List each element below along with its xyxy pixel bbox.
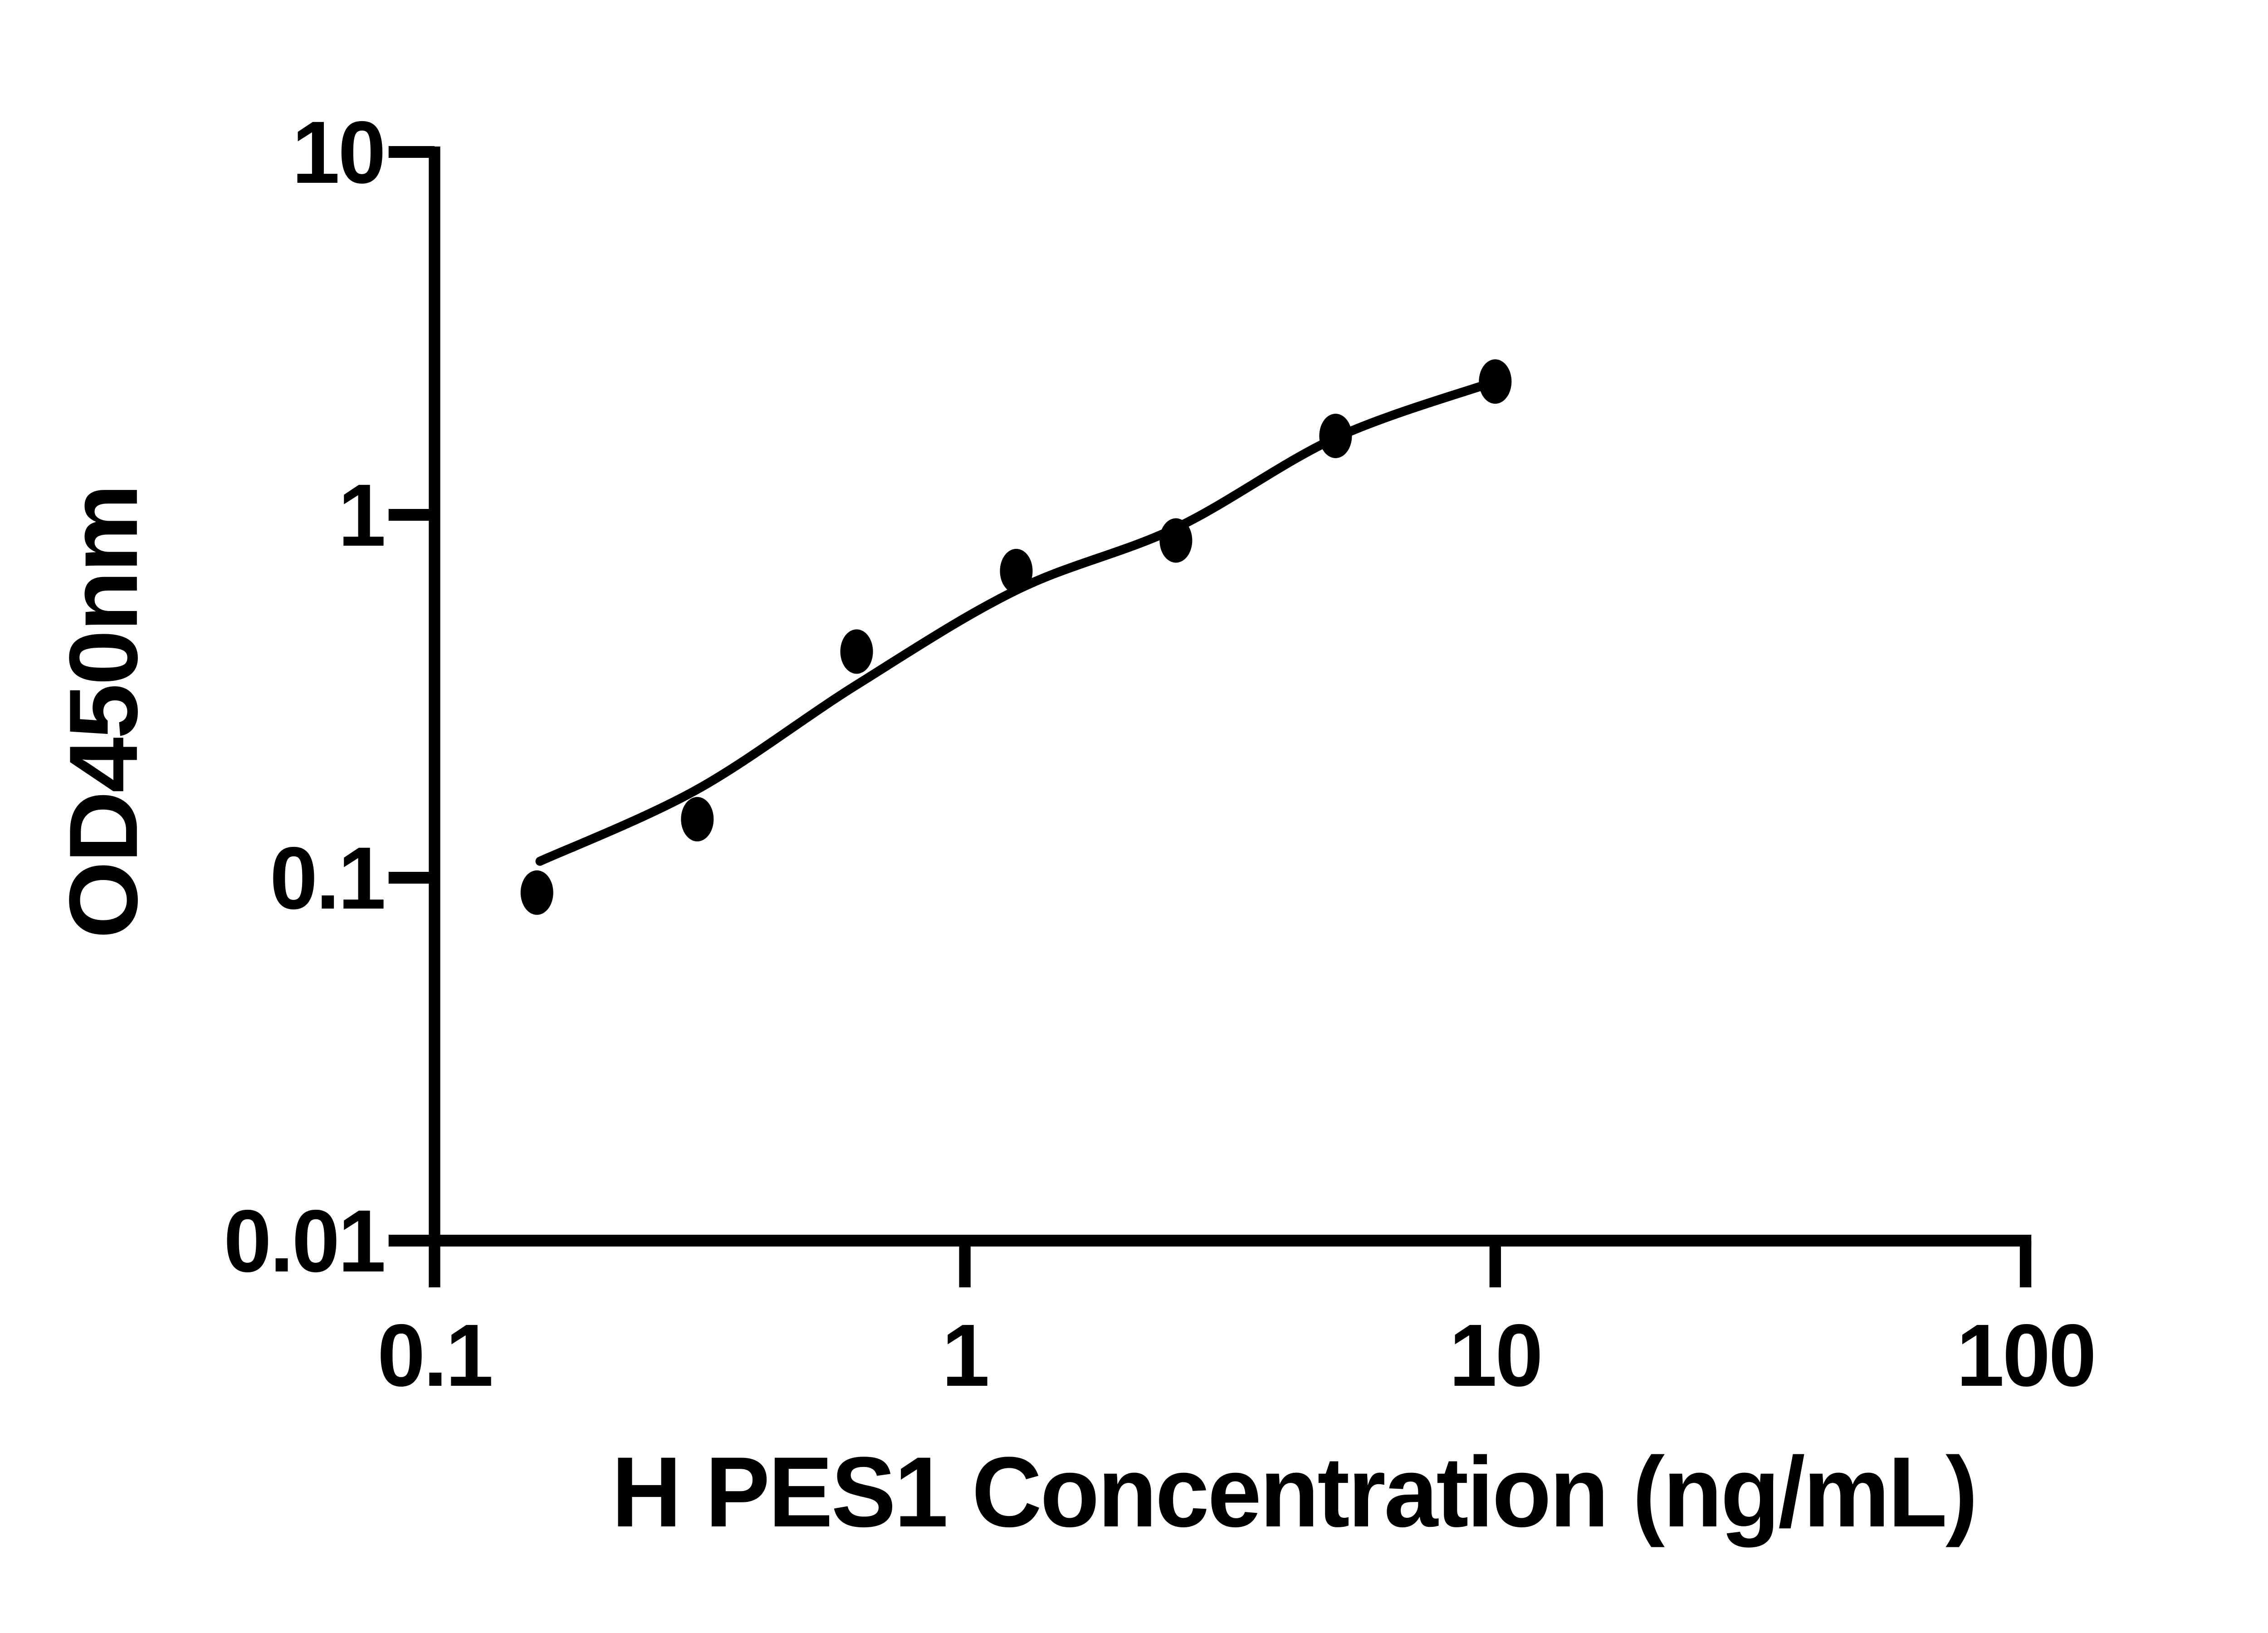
y-tick-label-0.1: 0.1 [270,829,384,928]
data-point [1479,359,1512,404]
x-axis-title: H PES1 Concentration (ng/mL) [611,1436,1976,1548]
y-axis-title: OD450nm [49,485,158,939]
y-tick-label-1: 1 [338,466,384,565]
x-tick-label-1: 1 [942,1306,988,1405]
x-tick-label-100: 100 [1956,1306,2095,1405]
data-points [520,359,1512,915]
x-tick-label-10: 10 [1449,1306,1541,1405]
x-tick-label-0.1: 0.1 [377,1306,492,1405]
data-point [1159,518,1193,563]
y-tick-labels: 10 1 0.1 0.01 [224,103,386,1291]
y-tick-label-0.01: 0.01 [224,1192,384,1291]
data-point [681,797,714,841]
data-point [1319,414,1352,458]
y-tick-label-10: 10 [292,103,384,202]
data-point [1000,548,1033,593]
x-tick-labels: 0.1 1 10 100 [377,1306,2097,1405]
data-point [840,629,873,674]
data-point [520,870,553,915]
axes [388,146,2032,1287]
